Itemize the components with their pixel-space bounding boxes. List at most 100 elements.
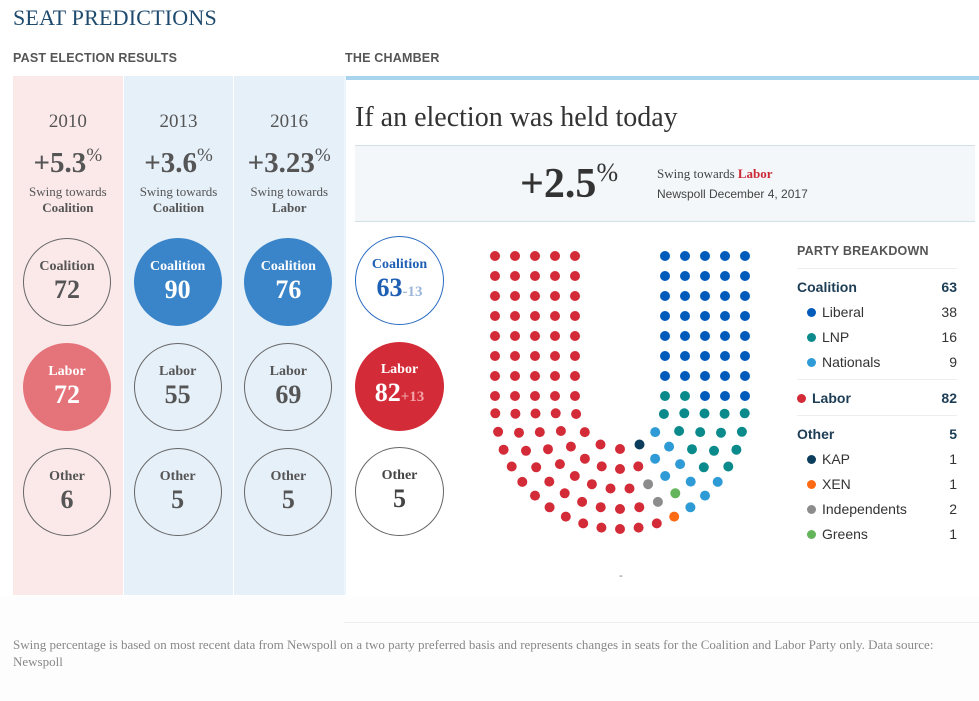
- seat-labor: [490, 271, 500, 281]
- seat-labor: [570, 251, 580, 261]
- seat-labor: [530, 391, 540, 401]
- seat-labor: [498, 444, 509, 455]
- seat-liberal: [740, 371, 750, 381]
- seat-labor: [595, 439, 606, 450]
- seat-nationals: [712, 476, 723, 487]
- swing-party: Coalition: [152, 200, 205, 215]
- other-row: Other 5: [797, 426, 957, 442]
- seat-liberal: [680, 351, 690, 361]
- seat-labor: [550, 291, 560, 301]
- labor-dot-icon: [797, 394, 806, 403]
- footnote: Swing percentage is based on most recent…: [13, 637, 934, 669]
- year: 2016: [270, 111, 309, 132]
- seat-labor: [550, 271, 560, 281]
- seat-labor: [530, 271, 540, 281]
- seat-labor: [554, 459, 565, 470]
- seat-labor: [510, 371, 520, 381]
- seat-labor: [534, 427, 545, 438]
- labor-group: Labor 82: [797, 380, 957, 416]
- kap-row: KAP 1: [797, 447, 957, 472]
- independents-dot-icon: [807, 505, 816, 514]
- seat-liberal: [700, 311, 710, 321]
- past-column-2016: 2016 +3.23% Swing towards Labor Coalitio…: [234, 76, 345, 595]
- seat-labor: [624, 483, 635, 494]
- seat-labor: [555, 426, 566, 436]
- seat-labor: [577, 496, 588, 507]
- seat-labor: [510, 271, 520, 281]
- seat-labor: [521, 445, 531, 456]
- seat-liberal: [700, 251, 710, 261]
- seat-kap: [634, 439, 645, 450]
- seat-liberal: [720, 251, 730, 261]
- seat-labor: [550, 331, 560, 341]
- other-circle: Other 5: [244, 448, 333, 536]
- seat-labor: [490, 371, 500, 381]
- coalition-row: Coalition 63: [797, 279, 957, 295]
- seat-labor: [490, 311, 500, 321]
- seat-labor: [490, 391, 500, 401]
- seat-labor: [517, 476, 528, 487]
- other-group: Other 5 KAP 1 XEN 1 Independents 2 Greens 1: [797, 416, 957, 551]
- past-results-label: PAST ELECTION RESULTS: [13, 51, 178, 65]
- seat-liberal: [700, 371, 710, 381]
- seat-nationals: [664, 441, 675, 452]
- seat-lnp: [719, 408, 730, 419]
- seat-lnp: [680, 391, 690, 401]
- seat-nationals: [660, 471, 671, 481]
- seat-liberal: [660, 311, 670, 321]
- seat-labor: [571, 409, 582, 419]
- seat-liberal: [720, 271, 730, 281]
- coalition-circle: Coalition 76: [244, 238, 333, 326]
- seat-liberal: [680, 271, 690, 281]
- seat-labor: [530, 291, 540, 301]
- chamber-divider: [344, 76, 979, 80]
- seat-lnp: [674, 426, 685, 436]
- seat-liberal: [680, 371, 690, 381]
- labor-circle: Labor 69: [244, 343, 333, 431]
- swing-text: Swing towards: [250, 184, 328, 199]
- kap-dot-icon: [807, 455, 816, 464]
- swing-party: Labor: [271, 200, 307, 215]
- seat-liberal: [740, 391, 750, 401]
- poll-source: Newspoll December 4, 2017: [657, 187, 808, 201]
- seat-labor: [586, 479, 597, 490]
- seat-labor: [615, 504, 625, 514]
- seat-labor: [506, 461, 517, 472]
- swing-text: Swing towards: [29, 184, 107, 199]
- seat-labor: [634, 502, 645, 513]
- seat-labor: [510, 351, 520, 361]
- past-column-2013: 2013 +3.6% Swing towards Coalition Coali…: [123, 76, 234, 595]
- seat-liberal: [700, 351, 710, 361]
- lnp-row: LNP 16: [797, 325, 957, 350]
- seat-labor: [510, 251, 520, 261]
- seat-labor: [550, 371, 560, 381]
- seat-labor: [596, 522, 607, 533]
- seat-liberal: [720, 311, 730, 321]
- seat-labor: [550, 251, 560, 261]
- seat-xen: [669, 511, 680, 522]
- seat-labor: [559, 488, 570, 499]
- labor-circle: Labor 72: [23, 343, 111, 431]
- coalition-circle: Coalition 72: [23, 238, 111, 326]
- seat-labor: [490, 331, 500, 341]
- seat-lnp: [716, 427, 726, 438]
- seat-liberal: [680, 291, 690, 301]
- seat-lnp: [736, 426, 747, 437]
- seat-liberal: [740, 271, 750, 281]
- swing-party: Coalition: [42, 200, 94, 215]
- seat-labor: [510, 408, 521, 419]
- seat-liberal: [660, 371, 670, 381]
- coalition-circle: Coalition 90: [133, 238, 222, 326]
- seat-liberal: [700, 331, 710, 341]
- seat-labor: [570, 291, 580, 301]
- seat-labor: [530, 408, 541, 419]
- current-swing-box: +2.5% Swing towards Labor Newspoll Decem…: [355, 145, 975, 222]
- seat-labor: [550, 311, 560, 321]
- seat-liberal: [680, 251, 690, 261]
- predicted-labor-circle: Labor 82+13: [355, 342, 444, 431]
- seat-liberal: [720, 291, 730, 301]
- seat-labor: [579, 427, 590, 438]
- seat-labor: [570, 391, 580, 401]
- seat-labor: [615, 444, 625, 454]
- seat-labor: [570, 371, 580, 381]
